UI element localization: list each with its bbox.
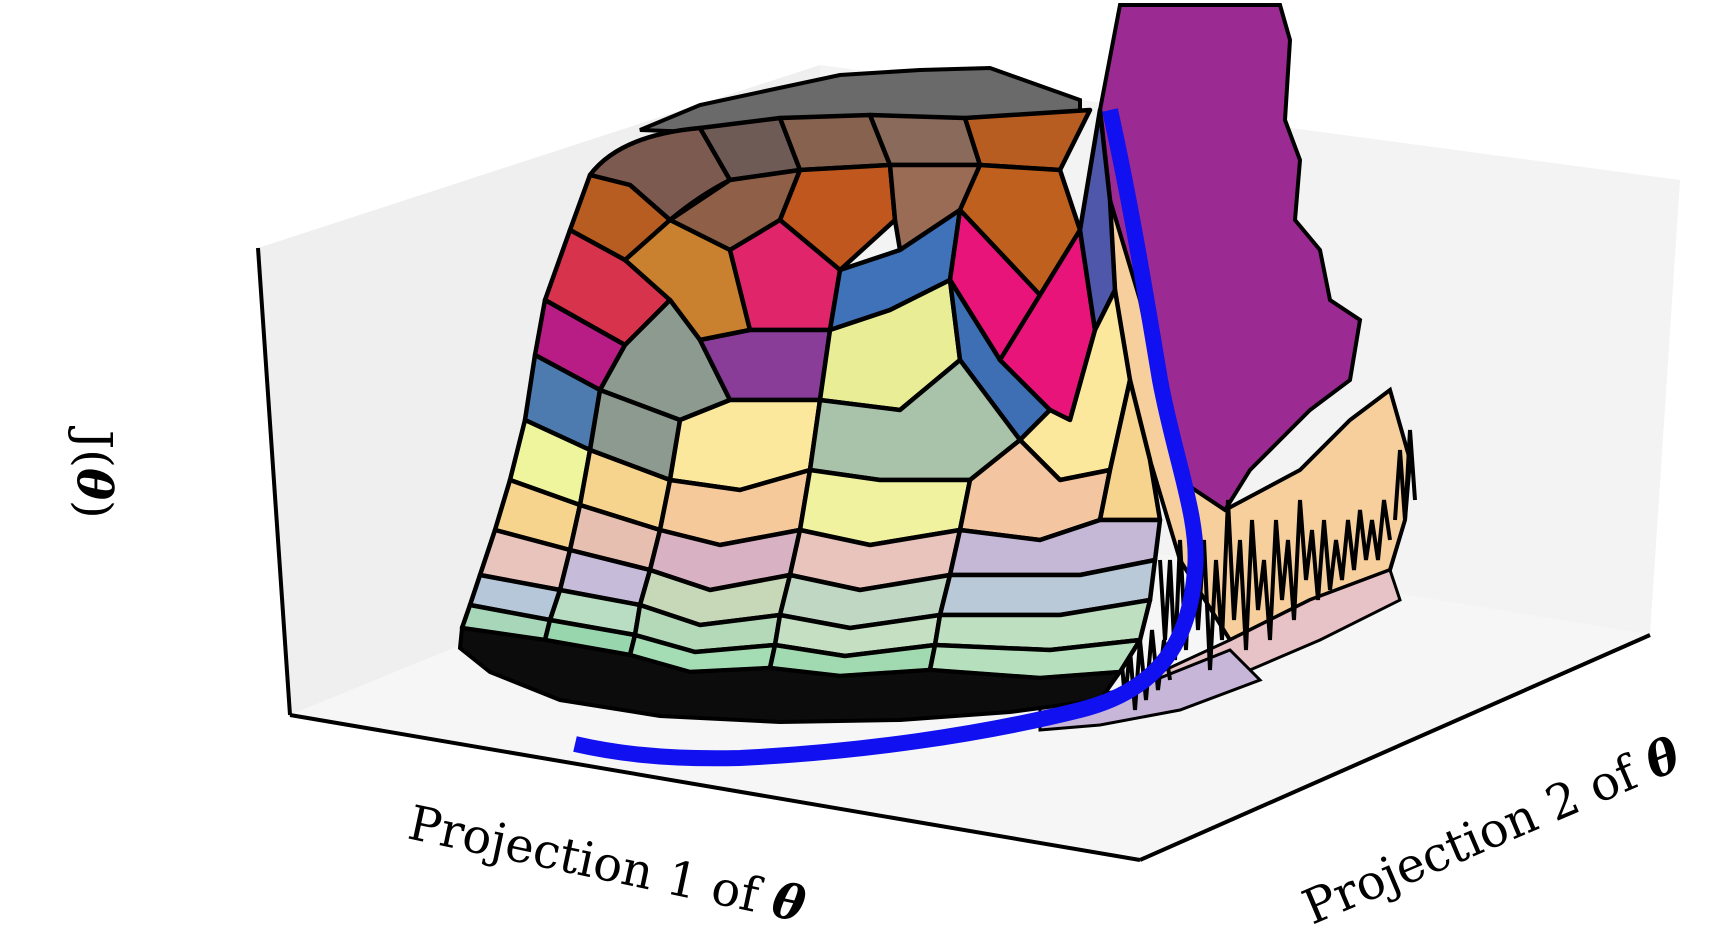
z-axis-line [256, 247, 292, 716]
y-axis-line [1139, 633, 1651, 862]
x-axis-label: Projection 1 of θ [404, 795, 811, 934]
x-axis-line [289, 713, 1141, 862]
optimization-path [573, 108, 1204, 767]
z-axis-label: J(θ) [66, 425, 122, 519]
surface-bottom-rim [457, 625, 1125, 725]
